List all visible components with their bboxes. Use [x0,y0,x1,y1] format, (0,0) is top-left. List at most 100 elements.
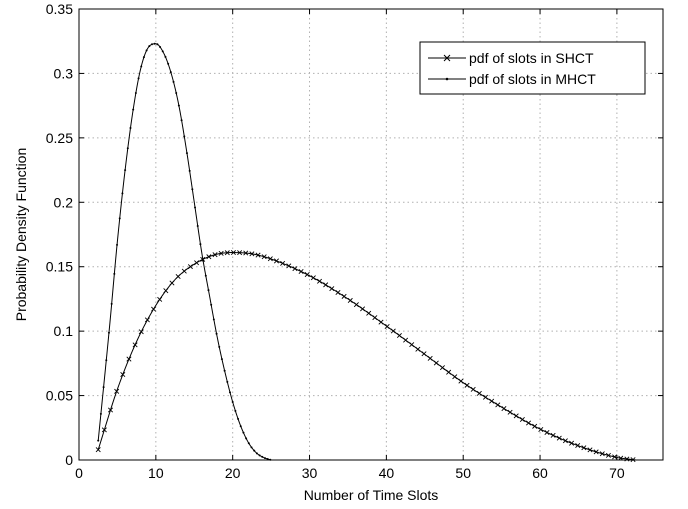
data-point [138,329,144,335]
data-point [439,365,445,371]
series-shct [95,250,637,463]
data-point [101,427,107,433]
data-point [95,447,101,453]
data-point [298,268,304,275]
data-point [544,429,550,435]
legend-marker [443,54,451,62]
data-point [181,268,187,274]
data-point [199,243,202,246]
data-point [427,355,433,361]
data-point [107,331,110,334]
data-point [569,440,575,446]
data-point [188,169,191,172]
legend: pdf of slots in SHCT pdf of slots in MHCT [419,41,646,95]
data-point [250,446,253,449]
data-point [237,250,243,256]
data-point [99,412,102,415]
data-point [335,289,341,295]
data-point [263,457,266,460]
data-point [464,382,470,388]
data-point [329,286,335,292]
data-point [124,169,127,172]
data-point [185,152,188,155]
data-point [110,302,113,305]
data-point [353,302,359,308]
data-point [341,293,347,299]
legend-box [419,41,646,95]
data-point [226,380,229,383]
data-point [304,272,310,278]
data-point [206,254,212,260]
data-point [218,345,221,348]
data-point [137,77,140,80]
data-point [280,260,286,266]
data-point [255,452,258,455]
x-tick-label: 20 [225,465,241,481]
plot-area [78,8,664,461]
y-tick-label: 0.25 [46,130,73,146]
data-point [223,369,226,372]
x-tick-label: 0 [75,465,83,481]
x-tick-label: 30 [302,465,318,481]
data-point [253,449,256,452]
data-point [323,282,329,288]
data-point [476,390,482,396]
x-tick-label: 50 [455,465,471,481]
data-point [126,356,132,362]
data-point [409,342,415,348]
data-point [384,324,390,330]
data-point [175,273,181,279]
series-mhct [97,42,272,461]
y-tick-label: 0 [65,452,73,468]
y-axis-label: Probability Density Function [13,148,29,322]
data-point [167,62,170,65]
y-tick-label: 0.05 [46,388,73,404]
data-point [113,272,116,275]
legend-label: pdf of slots in SHCT [469,50,594,66]
data-point [562,438,568,444]
y-tick-label: 0.35 [46,1,73,17]
data-point [151,43,153,46]
data-point [243,250,249,256]
data-point [212,252,218,258]
data-point [148,45,151,48]
data-point [446,369,452,375]
x-tick-label: 10 [148,465,164,481]
y-tick-label: 0.2 [54,194,74,210]
data-point [247,442,250,445]
data-point [116,243,119,246]
data-point [156,43,159,46]
data-point [121,192,124,195]
tick-layer: 0 10 20 30 40 50 60 70 0 0.05 0.1 0.15 0.2 0.25 0.3 0.3… [46,1,663,481]
data-point [234,409,237,412]
data-point [140,65,143,68]
data-point [239,425,242,428]
data-point [612,454,618,460]
data-point [258,454,261,457]
data-point [114,388,120,394]
data-point [145,49,148,52]
data-point [458,378,464,384]
data-point [215,332,218,335]
data-point [129,126,132,129]
data-point [556,435,562,441]
data-point [132,108,135,111]
data-point [172,80,175,83]
data-point [212,318,215,321]
data-point [102,386,105,389]
data-point [134,91,137,94]
data-point [153,42,156,45]
data-point [495,402,501,408]
data-point [501,406,507,412]
data-point [372,315,378,321]
data-point [164,55,167,58]
x-tick-label: 40 [379,465,395,481]
data-point [452,374,458,380]
data-point [169,280,175,286]
data-point [194,206,197,209]
data-point [273,258,280,264]
data-point [210,303,213,306]
data-point [538,426,544,432]
data-point [550,432,556,438]
